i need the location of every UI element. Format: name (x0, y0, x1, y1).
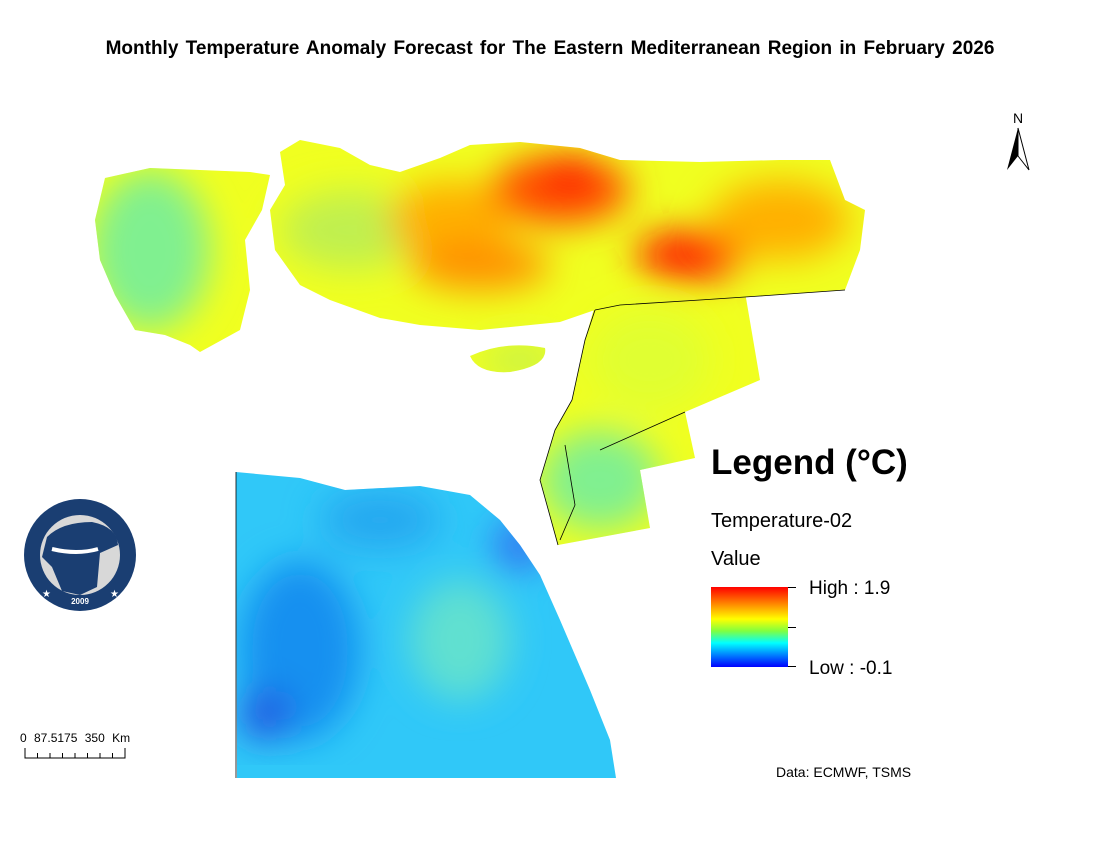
svg-text:★: ★ (110, 589, 119, 600)
legend-high-label: High : 1.9 (809, 578, 891, 599)
north-label: N (1012, 110, 1024, 126)
legend-tick-low (788, 666, 796, 667)
map-title: Monthly Temperature Anomaly Forecast for… (105, 38, 995, 59)
legend-low-label: Low : -0.1 (809, 658, 893, 679)
data-credit: Data: ECMWF, TSMS (776, 764, 912, 780)
legend-layer-name: Temperature-02 (711, 510, 853, 532)
country-borders (235, 289, 846, 778)
svg-text:★: ★ (42, 589, 51, 600)
legend-tick-high (788, 587, 796, 588)
scale-bar-label: 0 87.5175 350 Km (20, 731, 131, 745)
legend-field-name: Value (711, 548, 761, 570)
scale-bar (24, 748, 126, 759)
north-arrow-icon (1007, 127, 1030, 171)
legend-tick-mid (788, 627, 796, 628)
legend-title: Legend (°C) (711, 443, 908, 482)
legend-color-ramp (711, 587, 788, 667)
emcc-logo: 2009 ★ ★ (24, 499, 136, 611)
north-arrow: N (1003, 110, 1033, 177)
turkey-greece-levant-region (95, 140, 865, 545)
svg-text:2009: 2009 (71, 597, 89, 606)
